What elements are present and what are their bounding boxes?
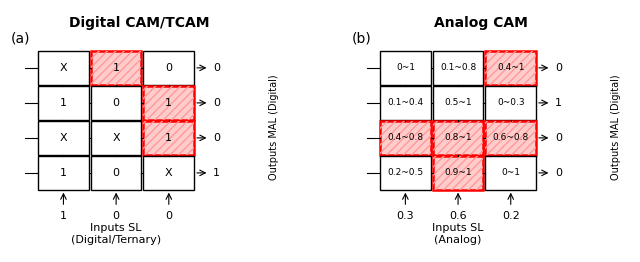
Text: 0.2: 0.2 bbox=[502, 211, 520, 221]
Bar bbox=[433, 121, 483, 155]
Bar bbox=[485, 121, 536, 155]
Text: 0~1: 0~1 bbox=[501, 168, 520, 177]
Text: 0: 0 bbox=[213, 63, 220, 73]
Text: 0: 0 bbox=[165, 63, 172, 73]
Bar bbox=[433, 86, 483, 120]
Text: 0.1~0.8: 0.1~0.8 bbox=[440, 63, 476, 72]
Bar bbox=[380, 121, 431, 155]
Bar bbox=[91, 86, 141, 120]
Text: 0.6~0.8: 0.6~0.8 bbox=[493, 133, 529, 142]
Bar bbox=[38, 121, 89, 155]
Text: 0: 0 bbox=[113, 168, 120, 178]
Bar bbox=[380, 86, 431, 120]
Text: Outputs MAL (Digital): Outputs MAL (Digital) bbox=[269, 74, 278, 180]
Bar bbox=[485, 121, 536, 155]
Bar bbox=[485, 86, 536, 120]
Bar bbox=[91, 51, 141, 85]
Bar bbox=[380, 156, 431, 190]
Title: Analog CAM: Analog CAM bbox=[435, 16, 528, 30]
Text: 0.4~1: 0.4~1 bbox=[497, 63, 525, 72]
Text: X: X bbox=[60, 63, 67, 73]
Bar bbox=[143, 156, 194, 190]
Text: 0.4~0.8: 0.4~0.8 bbox=[387, 133, 424, 142]
Text: 0~0.3: 0~0.3 bbox=[497, 98, 525, 107]
Bar bbox=[143, 121, 194, 155]
Bar bbox=[38, 51, 89, 85]
Bar bbox=[143, 51, 194, 85]
Bar bbox=[143, 86, 194, 120]
Text: 1: 1 bbox=[113, 63, 120, 73]
Text: Inputs SL
(Digital/Ternary): Inputs SL (Digital/Ternary) bbox=[71, 223, 161, 244]
Text: Outputs MAL (Digital): Outputs MAL (Digital) bbox=[611, 74, 621, 180]
Text: 0: 0 bbox=[165, 211, 172, 221]
Text: 0.8~1: 0.8~1 bbox=[444, 133, 472, 142]
Text: 0.1~0.4: 0.1~0.4 bbox=[387, 98, 424, 107]
Text: 0: 0 bbox=[113, 98, 120, 108]
Text: 0: 0 bbox=[555, 133, 562, 143]
Text: 0: 0 bbox=[555, 63, 562, 73]
Bar bbox=[485, 51, 536, 85]
Bar bbox=[380, 121, 431, 155]
Bar bbox=[91, 51, 141, 85]
Text: X: X bbox=[165, 168, 173, 178]
Text: 1: 1 bbox=[60, 168, 67, 178]
Text: 1: 1 bbox=[60, 211, 67, 221]
Bar bbox=[38, 86, 89, 120]
Bar bbox=[91, 156, 141, 190]
Text: 1: 1 bbox=[213, 168, 220, 178]
Text: 0.9~1: 0.9~1 bbox=[444, 168, 472, 177]
Text: 1: 1 bbox=[60, 98, 67, 108]
Bar bbox=[38, 156, 89, 190]
Text: 1: 1 bbox=[165, 133, 172, 143]
Text: 0.5~1: 0.5~1 bbox=[444, 98, 472, 107]
Bar bbox=[433, 156, 483, 190]
Text: 1: 1 bbox=[165, 98, 172, 108]
Bar bbox=[143, 86, 194, 120]
Text: 0~1: 0~1 bbox=[396, 63, 415, 72]
Text: (b): (b) bbox=[352, 31, 372, 45]
Text: 0.2~0.5: 0.2~0.5 bbox=[387, 168, 424, 177]
Text: X: X bbox=[60, 133, 67, 143]
Bar bbox=[91, 121, 141, 155]
Text: 0: 0 bbox=[113, 211, 120, 221]
Bar bbox=[485, 51, 536, 85]
Title: Digital CAM/TCAM: Digital CAM/TCAM bbox=[69, 16, 210, 30]
Bar bbox=[485, 156, 536, 190]
Bar bbox=[433, 156, 483, 190]
Text: X: X bbox=[113, 133, 120, 143]
Text: Inputs SL
(Analog): Inputs SL (Analog) bbox=[432, 223, 484, 244]
Bar bbox=[433, 51, 483, 85]
Text: (a): (a) bbox=[10, 31, 30, 45]
Text: 0: 0 bbox=[213, 98, 220, 108]
Text: 0.6: 0.6 bbox=[449, 211, 467, 221]
Bar bbox=[143, 121, 194, 155]
Text: 0: 0 bbox=[555, 168, 562, 178]
Text: 0.3: 0.3 bbox=[397, 211, 414, 221]
Text: 1: 1 bbox=[555, 98, 562, 108]
Text: 0: 0 bbox=[213, 133, 220, 143]
Bar bbox=[380, 51, 431, 85]
Bar bbox=[433, 121, 483, 155]
